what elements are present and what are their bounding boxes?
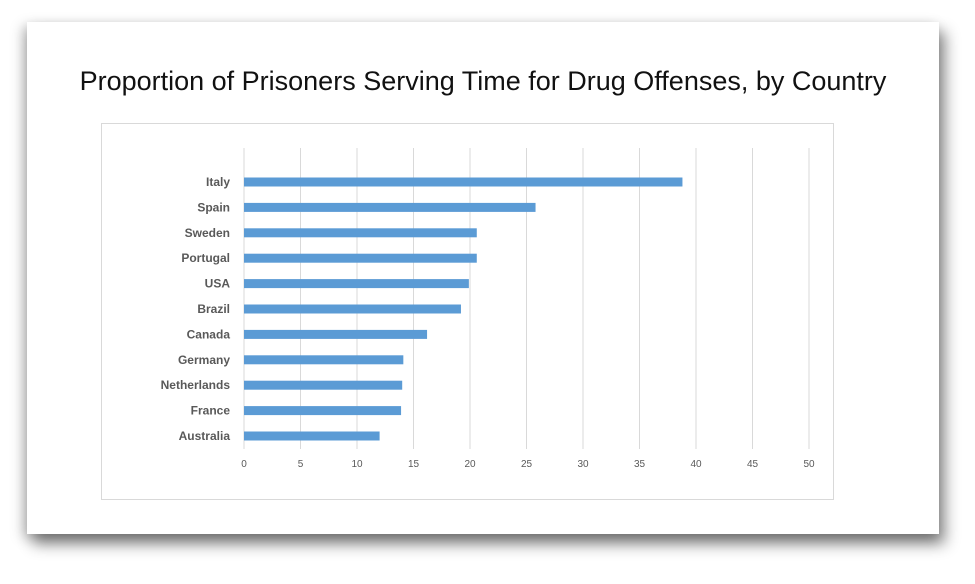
- x-tick-label: 50: [803, 459, 815, 470]
- chart-area: 0 5 10 15 20 25 30 35 40 45 50 Italy Spain Sweden Port…: [101, 123, 834, 500]
- x-tick-label: 35: [634, 459, 646, 470]
- bar: [244, 228, 477, 238]
- bar: [244, 329, 428, 339]
- x-tick-label: 5: [298, 459, 304, 470]
- category-label: Australia: [179, 429, 231, 443]
- bar: [244, 406, 402, 416]
- x-tick-label: 15: [408, 459, 420, 470]
- category-label: Germany: [178, 353, 230, 367]
- category-label: France: [191, 404, 231, 418]
- bar: [244, 202, 536, 212]
- category-label: Spain: [197, 200, 230, 214]
- category-label: USA: [205, 277, 231, 291]
- category-label: Canada: [187, 327, 231, 341]
- category-label: Netherlands: [161, 378, 231, 392]
- x-tick-label: 20: [464, 459, 476, 470]
- bar: [244, 253, 477, 263]
- bar: [244, 177, 683, 187]
- x-tick-label: 25: [521, 459, 533, 470]
- x-tick-label: 30: [577, 459, 589, 470]
- chart-title: Proportion of Prisoners Serving Time for…: [79, 66, 887, 96]
- bar: [244, 431, 380, 441]
- category-label: Brazil: [197, 302, 230, 316]
- category-label: Italy: [206, 175, 230, 189]
- category-label: Portugal: [181, 251, 230, 265]
- x-tick-label: 45: [747, 459, 759, 470]
- slide: Proportion of Prisoners Serving Time for…: [27, 22, 939, 534]
- x-tick-label: 0: [241, 459, 247, 470]
- category-label: Sweden: [185, 226, 230, 240]
- x-tick-label: 40: [690, 459, 702, 470]
- bar: [244, 304, 461, 314]
- bar-chart: 0 5 10 15 20 25 30 35 40 45 50 Italy Spain Sweden Port…: [161, 148, 815, 470]
- bar: [244, 355, 404, 365]
- x-tick-label: 10: [351, 459, 363, 470]
- bar: [244, 380, 403, 390]
- bar: [244, 279, 469, 289]
